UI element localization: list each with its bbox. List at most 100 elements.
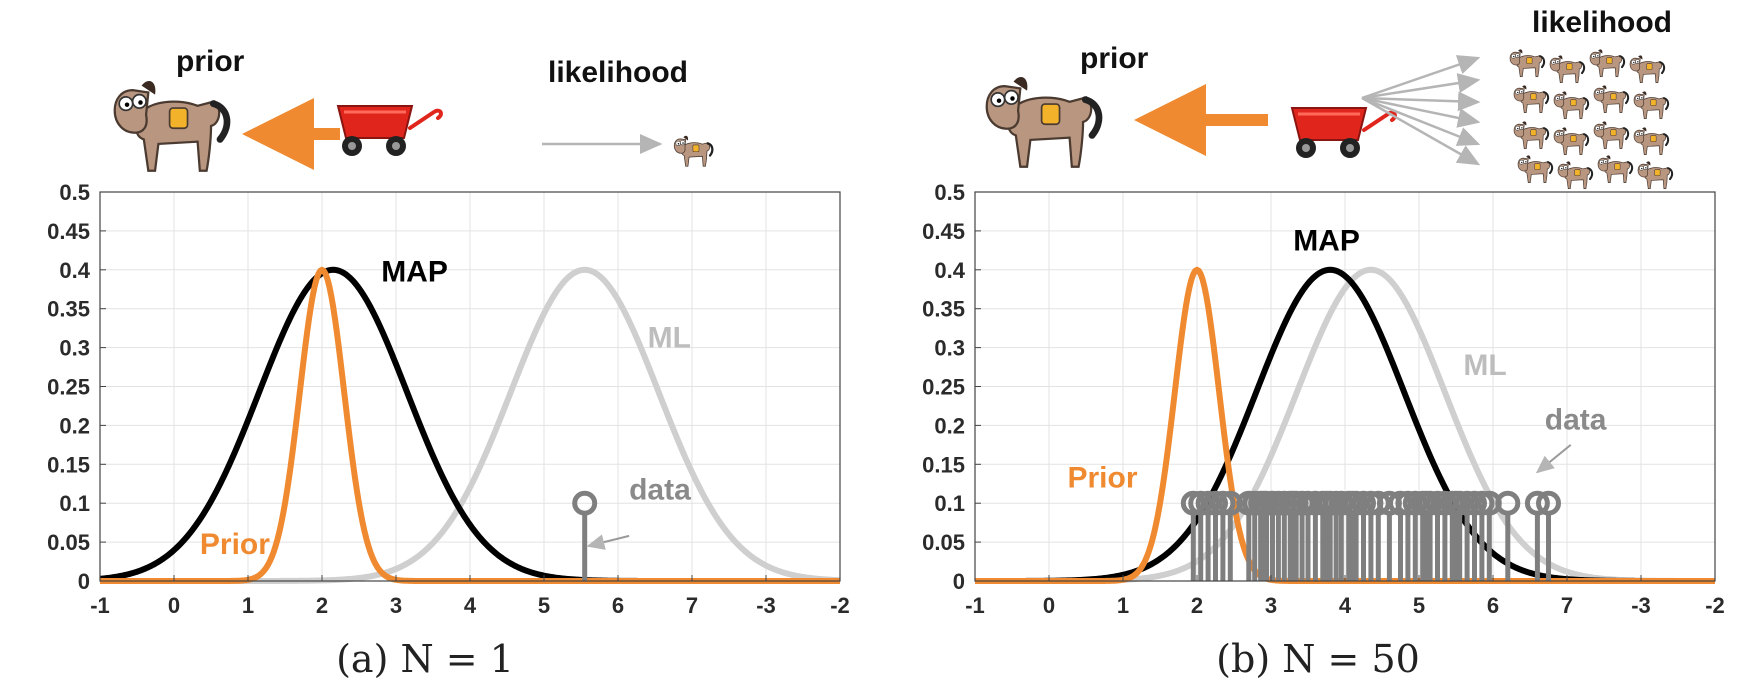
- y-tick-label: 0.2: [934, 413, 965, 438]
- y-tick-label: 0.25: [47, 375, 90, 400]
- x-tick-label: 6: [612, 593, 624, 618]
- annotation-data: data: [629, 473, 691, 506]
- likelihood-header-label: likelihood: [1532, 6, 1672, 39]
- data-stem-marker: [1280, 490, 1306, 516]
- chart-b-x-ticks: -1 0 1 2 3 4 5 6 7 -3 -2: [965, 575, 1725, 618]
- prior-header-label: prior: [176, 45, 245, 78]
- x-tick-label: 3: [390, 593, 402, 618]
- herd-horse-icon: [1513, 84, 1550, 114]
- annotation-ml: ML: [648, 322, 691, 355]
- herd-horse-icon: [1597, 154, 1634, 184]
- y-tick-label: 0.45: [47, 219, 90, 244]
- x-tick-label: -3: [756, 593, 776, 618]
- y-tick-label: 0.25: [922, 375, 965, 400]
- x-tick-label: -2: [830, 593, 850, 618]
- data-stem-marker: [1413, 490, 1439, 516]
- panel-b-header: prior likelihood: [987, 6, 1674, 190]
- x-tick-label: 5: [1413, 593, 1425, 618]
- prior-header-label: prior: [1080, 42, 1149, 75]
- x-tick-label: -3: [1631, 593, 1651, 618]
- x-tick-label: 1: [1117, 593, 1129, 618]
- panel-a-header: prior likelihood: [115, 45, 714, 171]
- panel-a: prior likelihood -1 0 1 2 3 4 5 6 7 -3 -2 00.050.1…: [47, 45, 850, 681]
- herd-horse-icon: [1517, 154, 1554, 184]
- herd-horse-icon: [1637, 160, 1674, 190]
- data-stem-marker: [1376, 490, 1402, 516]
- chart-b: -1 0 1 2 3 4 5 6 7 -3 -2 00.050.10.150.20.250.30.3…: [922, 180, 1725, 618]
- herd-horse-icon: [1553, 126, 1590, 156]
- herd-horse-icon: [1633, 126, 1670, 156]
- chart-a: -1 0 1 2 3 4 5 6 7 -3 -2 00.050.10.150.20.250.30.3…: [47, 180, 850, 618]
- y-tick-label: 0.15: [922, 452, 965, 477]
- data-stem-marker: [572, 490, 598, 516]
- x-tick-label: 5: [538, 593, 550, 618]
- chart-a-data-stems: [572, 490, 598, 581]
- herd-horse-icon: [1593, 120, 1630, 150]
- herd-horse-icon: [1557, 160, 1594, 190]
- chart-b-data-stems: [1180, 490, 1561, 581]
- y-tick-label: 0.4: [59, 258, 90, 283]
- herd-horse-icon: [1589, 48, 1626, 78]
- prior-horse-icon: [987, 77, 1099, 167]
- likelihood-header-label: likelihood: [548, 56, 688, 89]
- x-tick-label: 2: [1191, 593, 1203, 618]
- chart-a-annotations: MAP ML Prior data: [200, 255, 691, 560]
- annotation-map: MAP: [381, 255, 448, 288]
- herd-horse-icon: [1633, 90, 1670, 120]
- herd-horse-icon: [1593, 84, 1630, 114]
- annotation-map: MAP: [1293, 224, 1360, 257]
- y-tick-label: 0.2: [59, 413, 90, 438]
- x-tick-label: 7: [686, 593, 698, 618]
- annotation-ml: ML: [1463, 349, 1506, 382]
- x-tick-label: -1: [90, 593, 110, 618]
- x-tick-label: 1: [242, 593, 254, 618]
- likelihood-herd-icon: [1509, 48, 1674, 190]
- x-tick-label: -2: [1705, 593, 1725, 618]
- y-tick-label: 0: [953, 569, 965, 594]
- annotation-prior: Prior: [1068, 462, 1138, 495]
- data-stem-marker: [1536, 490, 1561, 516]
- chart-a-x-ticks: -1 0 1 2 3 4 5 6 7 -3 -2: [90, 575, 850, 618]
- x-tick-label: 4: [464, 593, 477, 618]
- y-tick-label: 0.05: [47, 530, 90, 555]
- y-tick-label: 0.3: [59, 336, 90, 361]
- chart-b-y-ticks: 0 0.05 0.1 0.15 0.2 0.25 0.3 0.35 0.4 0.45 0.5: [922, 180, 981, 594]
- data-stem-marker: [1339, 490, 1365, 516]
- data-stem-marker: [1524, 490, 1550, 516]
- likelihood-arrows-icon: [1361, 55, 1481, 166]
- data-stem-marker: [1314, 490, 1339, 516]
- y-tick-label: 0.1: [934, 491, 965, 516]
- data-stem-marker: [1495, 490, 1521, 516]
- y-tick-label: 0.15: [47, 452, 90, 477]
- annotation-data: data: [1545, 403, 1607, 436]
- y-tick-label: 0.35: [922, 297, 965, 322]
- panel-b: prior likelihood -1 0 1 2 3: [922, 6, 1725, 681]
- y-tick-label: 0.5: [59, 180, 90, 205]
- wagon-icon: [1290, 106, 1397, 160]
- y-tick-label: 0.5: [934, 180, 965, 205]
- chart-b-annotations: MAP ML Prior data: [1068, 224, 1607, 494]
- y-tick-label: 0.3: [934, 336, 965, 361]
- herd-horse-icon: [1513, 120, 1550, 150]
- data-stem-marker: [1251, 490, 1277, 516]
- y-tick-label: 0.05: [922, 530, 965, 555]
- herd-horse-icon: [1629, 54, 1666, 84]
- y-tick-label: 0.4: [934, 258, 965, 283]
- herd-horse-icon: [1509, 48, 1546, 78]
- y-tick-label: 0.1: [59, 491, 90, 516]
- x-tick-label: 6: [1487, 593, 1499, 618]
- data-stem-marker: [1443, 490, 1469, 516]
- caption-b: (b) N = 50: [1216, 637, 1420, 681]
- y-tick-label: 0.45: [922, 219, 965, 244]
- x-tick-label: 0: [168, 593, 180, 618]
- x-tick-label: 3: [1265, 593, 1277, 618]
- prior-horse-icon: [115, 81, 227, 171]
- wagon-icon: [336, 104, 443, 158]
- caption-a: (a) N = 1: [336, 637, 514, 681]
- data-pointer-arrow: [586, 534, 630, 550]
- x-tick-label: 4: [1339, 593, 1352, 618]
- herd-horse-icon: [1553, 90, 1590, 120]
- y-tick-label: 0: [78, 569, 90, 594]
